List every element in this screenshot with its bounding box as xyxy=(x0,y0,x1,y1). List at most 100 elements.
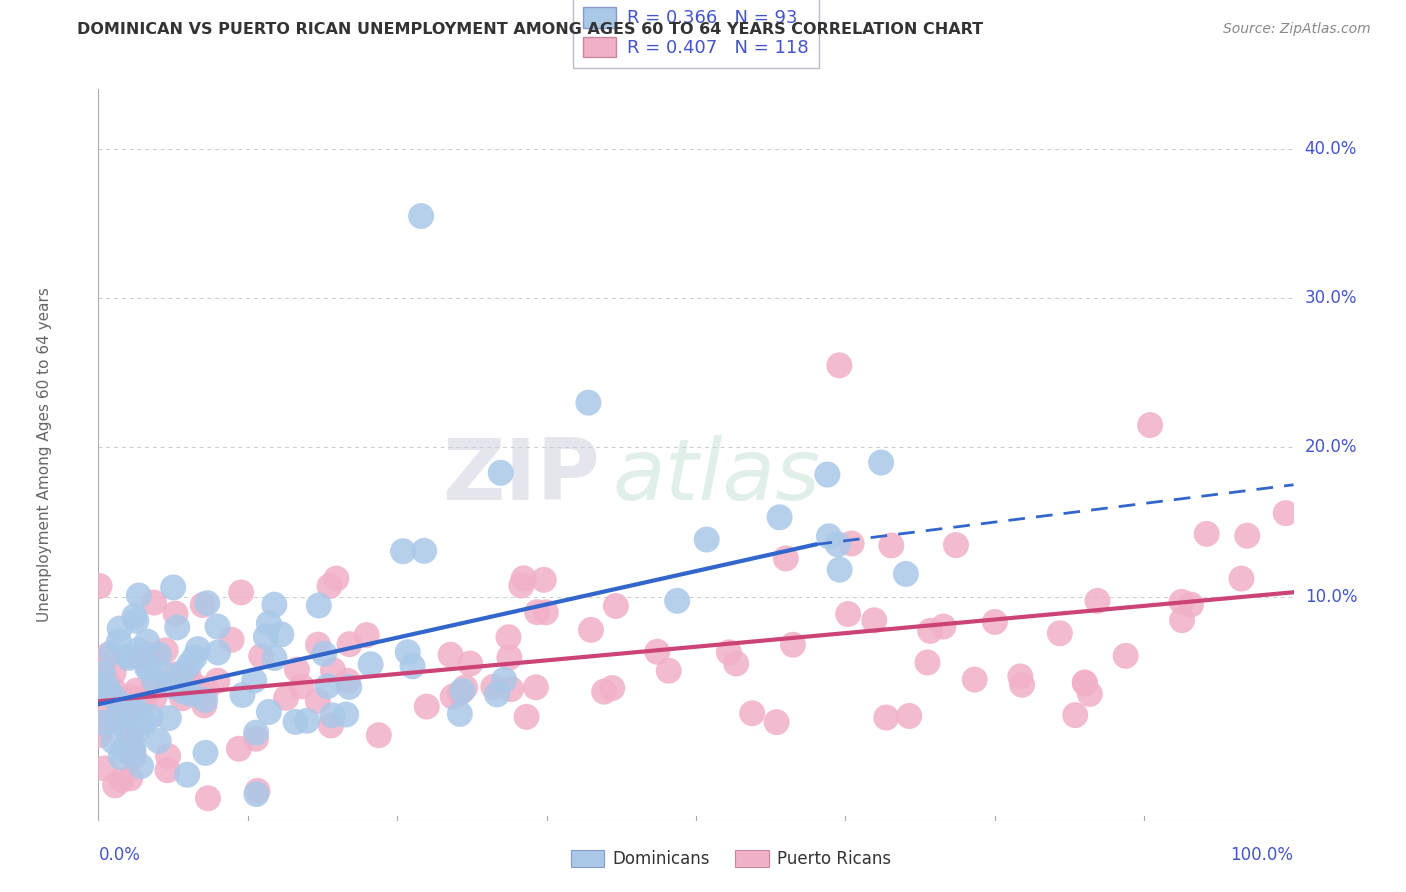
Point xyxy=(458,657,481,671)
Point xyxy=(1115,648,1137,663)
Point xyxy=(449,686,471,700)
Point xyxy=(128,714,150,729)
Point xyxy=(177,668,200,682)
Point xyxy=(89,728,111,742)
Point xyxy=(197,791,219,805)
Point xyxy=(401,659,423,673)
Point xyxy=(108,634,131,648)
Point xyxy=(318,579,340,593)
Point xyxy=(118,648,141,663)
Point xyxy=(339,637,361,651)
Point xyxy=(157,749,180,764)
Point xyxy=(741,706,763,721)
Point xyxy=(97,685,120,699)
Point xyxy=(195,682,218,697)
Point xyxy=(91,666,114,681)
Point xyxy=(143,691,166,706)
Point xyxy=(110,750,132,764)
Point xyxy=(124,701,146,715)
Text: ZIP: ZIP xyxy=(443,435,600,518)
Point xyxy=(307,694,329,708)
Point xyxy=(89,658,111,673)
Point xyxy=(290,679,312,693)
Point xyxy=(316,679,339,693)
Point xyxy=(1230,572,1253,586)
Point xyxy=(125,683,148,698)
Legend: R = 0.366   N = 93, R = 0.407   N = 118: R = 0.366 N = 93, R = 0.407 N = 118 xyxy=(572,0,820,68)
Point xyxy=(367,728,389,742)
Point xyxy=(337,680,360,694)
Point xyxy=(578,395,600,409)
Text: 20.0%: 20.0% xyxy=(1305,439,1357,457)
Point xyxy=(162,581,184,595)
Point xyxy=(165,607,187,621)
Point xyxy=(945,538,967,552)
Point xyxy=(498,630,520,644)
Point xyxy=(898,709,921,723)
Point xyxy=(1064,708,1087,723)
Point xyxy=(1011,678,1033,692)
Point xyxy=(245,787,267,801)
Point xyxy=(325,572,347,586)
Point xyxy=(263,598,285,612)
Point xyxy=(875,710,897,724)
Point xyxy=(101,681,124,696)
Text: Source: ZipAtlas.com: Source: ZipAtlas.com xyxy=(1223,22,1371,37)
Point xyxy=(257,705,280,719)
Point xyxy=(285,663,308,677)
Point xyxy=(91,685,114,699)
Point xyxy=(100,646,122,660)
Point xyxy=(120,690,142,705)
Point xyxy=(124,609,146,624)
Point xyxy=(172,691,194,706)
Point xyxy=(501,682,523,697)
Point xyxy=(489,466,512,480)
Point xyxy=(411,209,433,223)
Point xyxy=(984,615,1007,629)
Point xyxy=(207,673,229,688)
Point xyxy=(179,657,201,671)
Point xyxy=(122,738,145,752)
Point xyxy=(93,666,115,681)
Point xyxy=(274,690,297,705)
Point xyxy=(841,536,863,550)
Point xyxy=(782,638,804,652)
Point xyxy=(827,537,849,551)
Point xyxy=(666,594,689,608)
Point xyxy=(416,699,439,714)
Point xyxy=(308,599,330,613)
Point xyxy=(768,510,790,524)
Point xyxy=(449,706,471,721)
Point xyxy=(187,642,209,657)
Point xyxy=(322,663,344,677)
Point xyxy=(229,585,252,599)
Point xyxy=(645,645,668,659)
Point xyxy=(103,665,125,680)
Point xyxy=(89,579,111,593)
Point xyxy=(138,662,160,676)
Point xyxy=(118,699,141,714)
Point xyxy=(125,614,148,628)
Point xyxy=(336,673,359,688)
Point xyxy=(91,718,114,732)
Point xyxy=(97,681,120,695)
Point xyxy=(441,690,464,704)
Point xyxy=(157,711,180,725)
Point xyxy=(307,638,329,652)
Point xyxy=(112,743,135,757)
Point xyxy=(1180,598,1202,612)
Point xyxy=(579,623,602,637)
Point xyxy=(139,647,162,661)
Point xyxy=(270,627,292,641)
Point xyxy=(482,680,505,694)
Text: 0.0%: 0.0% xyxy=(98,846,141,864)
Point xyxy=(172,684,194,698)
Point xyxy=(127,723,149,738)
Point xyxy=(696,533,718,547)
Point xyxy=(221,632,243,647)
Point xyxy=(356,628,378,642)
Point xyxy=(183,650,205,665)
Point xyxy=(143,596,166,610)
Point xyxy=(228,741,250,756)
Point xyxy=(837,607,859,621)
